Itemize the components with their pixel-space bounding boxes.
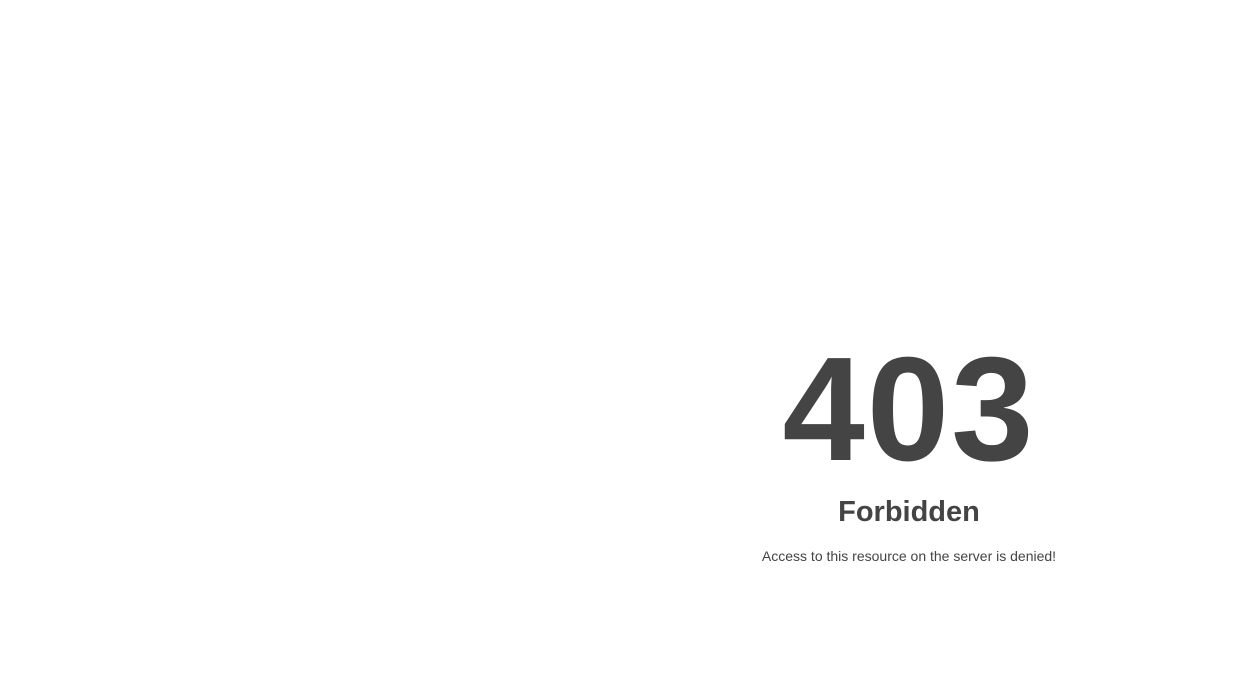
error-code: 403 bbox=[782, 327, 1036, 492]
error-block: 403 Forbidden Access to this resource on… bbox=[709, 335, 1109, 565]
error-title: Forbidden bbox=[838, 496, 980, 528]
error-message: Access to this resource on the server is… bbox=[761, 548, 1057, 564]
